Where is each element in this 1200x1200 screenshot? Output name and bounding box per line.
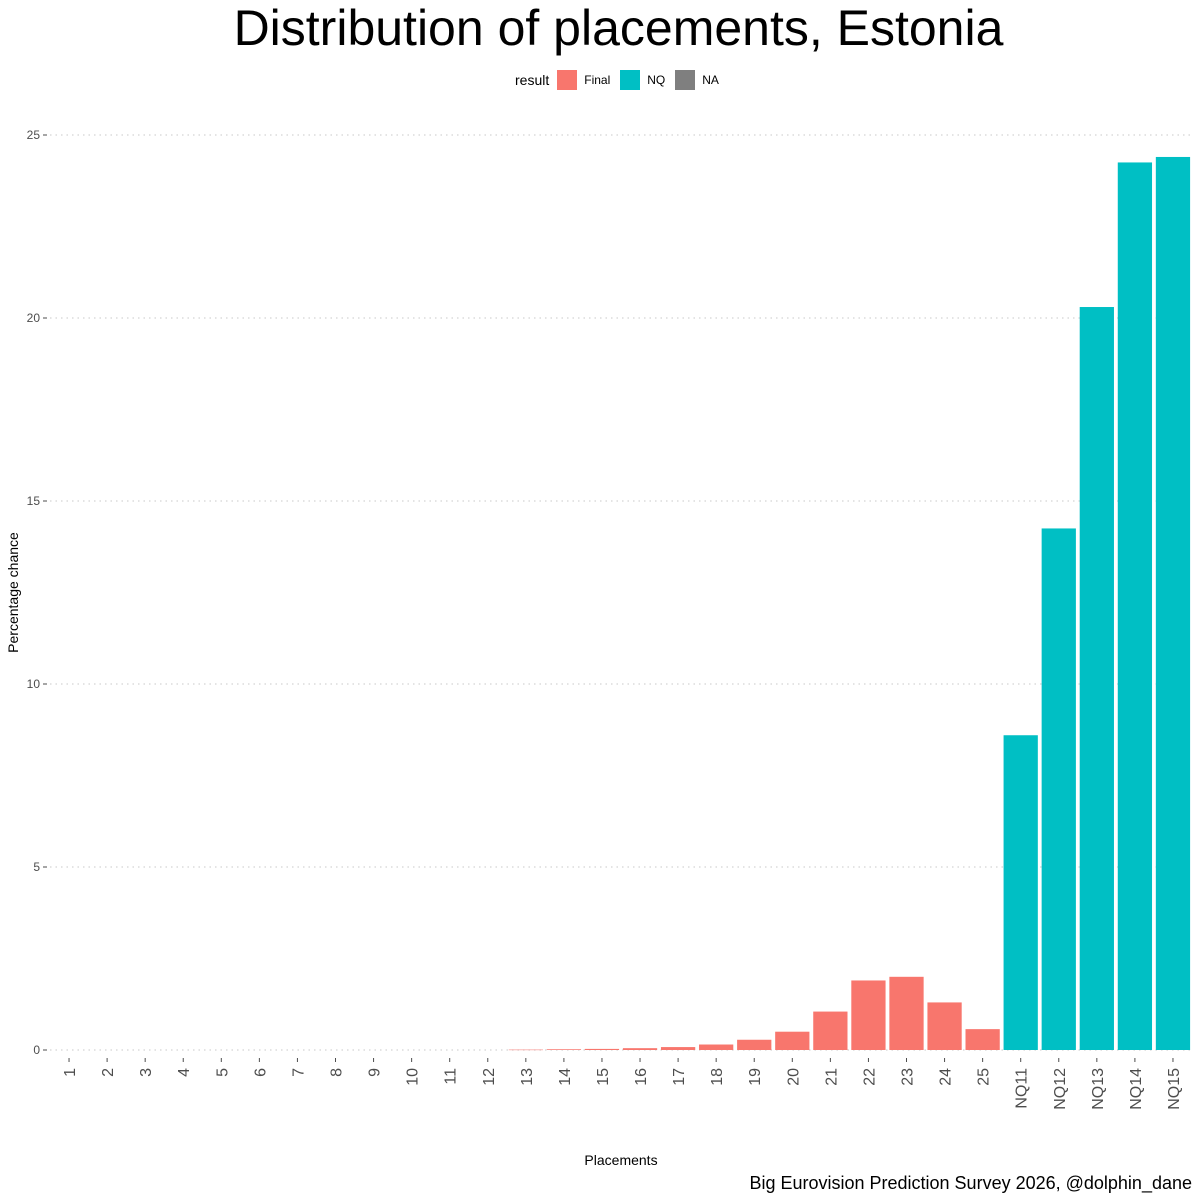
bar [775,1031,810,1050]
x-tick-label: NQ12 [1052,1068,1069,1110]
bar [622,1048,658,1050]
x-tick-label: NQ14 [1128,1068,1145,1110]
bar [813,1011,848,1050]
bar [851,980,886,1050]
y-tick-label: 20 [27,311,41,325]
bar [699,1044,734,1050]
y-tick-label: 10 [27,677,41,691]
bar [965,1029,1000,1050]
x-tick-label: 23 [900,1068,917,1086]
legend-item-final: Final [557,70,610,90]
x-tick-label: 15 [595,1068,612,1086]
x-tick-label: 6 [252,1068,269,1077]
x-tick-label: 19 [747,1068,764,1086]
x-tick-label: 21 [823,1068,840,1086]
bar [1117,162,1153,1050]
x-tick-label: 11 [443,1068,460,1085]
legend-key-final [557,70,578,90]
x-tick-label: NQ13 [1090,1068,1107,1110]
x-tick-label: 16 [633,1068,650,1086]
x-tick-label: NQ15 [1166,1068,1183,1110]
legend-title: result [515,72,550,88]
x-tick-label: 18 [709,1068,726,1086]
x-tick-label: 8 [329,1068,346,1077]
y-axis-label: Percentage chance [5,532,21,653]
x-tick-label: 3 [138,1068,155,1077]
bar [737,1039,772,1050]
bar [508,1049,543,1051]
x-axis-label: Placements [584,1152,657,1168]
chart-title: Distribution of placements, Estonia [233,0,1004,56]
x-axis-ticks: 1 2 3 4 5 6 7 8 9 10 11 12 13 14 15 16 17 18 19 20 21 22 23 24 2… [62,1058,1183,1110]
x-tick-label: 14 [557,1068,574,1086]
bar [1041,528,1076,1050]
legend-label-final: Final [584,73,611,87]
legend-key-nq [620,70,641,90]
gridlines [50,134,1192,1051]
x-tick-label: 7 [290,1068,307,1077]
bar [1003,735,1038,1050]
x-tick-label: 20 [785,1068,802,1086]
y-tick-label: 25 [27,128,41,142]
x-tick-label: 22 [861,1068,878,1086]
bar [546,1049,582,1050]
bar [660,1047,696,1050]
y-tick-label: 0 [33,1043,40,1057]
legend: result Final NQ NA [515,68,729,92]
x-tick-label: 13 [519,1068,536,1086]
x-tick-label: 4 [176,1068,193,1077]
y-tick-label: 15 [27,494,41,508]
bar [927,1002,962,1050]
x-tick-label: 10 [405,1068,422,1086]
x-tick-label: 2 [100,1068,117,1077]
x-tick-label: NQ11 [1014,1068,1031,1109]
bar [584,1048,620,1050]
legend-item-nq: NQ [620,70,665,90]
bar [889,976,924,1050]
x-tick-label: 12 [481,1068,498,1086]
bar [1079,307,1114,1050]
caption: Big Eurovision Prediction Survey 2026, @… [749,1173,1192,1193]
legend-label-nq: NQ [647,73,666,87]
x-tick-label: 1 [62,1068,79,1077]
x-tick-label: 24 [938,1068,955,1086]
x-tick-label: 5 [214,1068,231,1077]
bars [508,156,1191,1051]
legend-item-na: NA [675,70,719,90]
x-tick-label: 25 [976,1068,993,1086]
bar [1155,156,1191,1050]
y-tick-label: 5 [33,860,40,874]
legend-label-na: NA [702,73,719,87]
x-tick-label: 17 [671,1068,688,1086]
legend-key-na [675,70,696,90]
y-axis-ticks: 0 5 10 15 20 25 [27,128,47,1057]
x-tick-label: 9 [367,1068,384,1077]
